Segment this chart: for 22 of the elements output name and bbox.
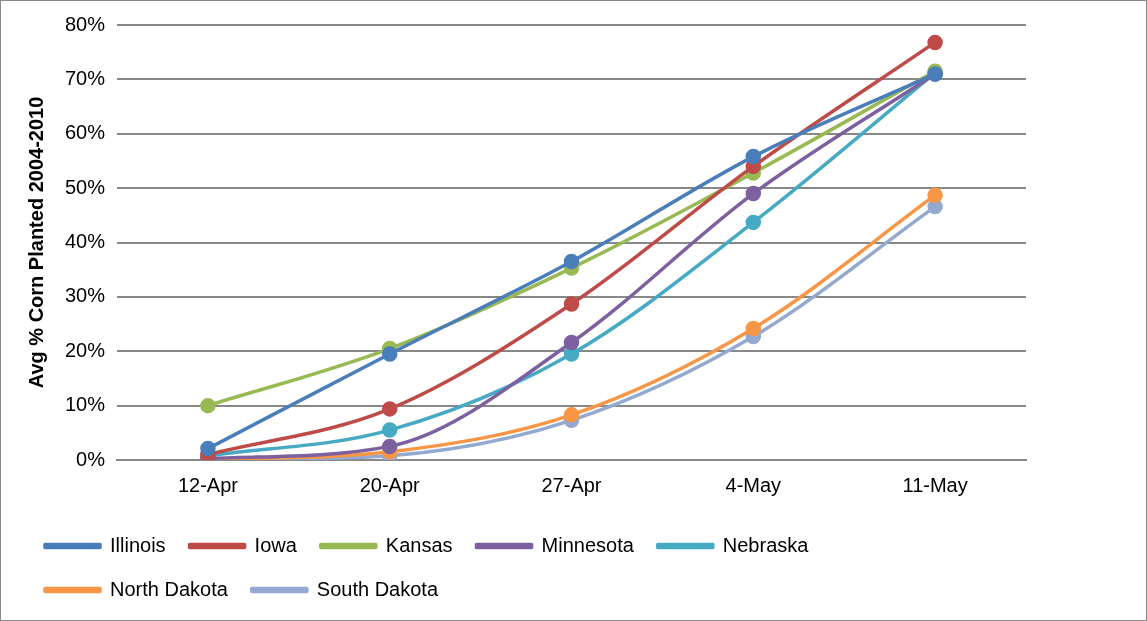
x-tick-label: 20-Apr xyxy=(359,473,421,496)
x-tick-label: 27-Apr xyxy=(541,473,602,496)
legend-label: Minnesota xyxy=(541,533,635,556)
x-tick-label: 12-Apr xyxy=(177,473,239,496)
y-tick-label: 20% xyxy=(65,338,106,361)
y-axis-title: Avg % Corn Planted 2004-2010 xyxy=(24,96,47,389)
legend-label: Illinois xyxy=(110,533,166,556)
legend-label: Nebraska xyxy=(722,533,810,556)
x-tick-label: 11-May xyxy=(902,473,968,496)
legend-label: Kansas xyxy=(385,533,453,556)
legend-label: North Dakota xyxy=(110,577,229,600)
y-tick-label: 40% xyxy=(65,230,106,253)
y-tick-label: 30% xyxy=(65,284,106,307)
y-tick-label: 10% xyxy=(65,393,106,416)
y-tick-label: 80% xyxy=(65,12,106,35)
y-tick-label: 0% xyxy=(76,447,106,470)
legend-label: Iowa xyxy=(254,533,298,556)
y-tick-label: 50% xyxy=(65,175,106,198)
y-tick-label: 60% xyxy=(65,121,106,144)
legend-label: South Dakota xyxy=(316,577,439,600)
x-tick-label: 4-May xyxy=(725,473,782,496)
y-tick-label: 70% xyxy=(65,66,106,89)
